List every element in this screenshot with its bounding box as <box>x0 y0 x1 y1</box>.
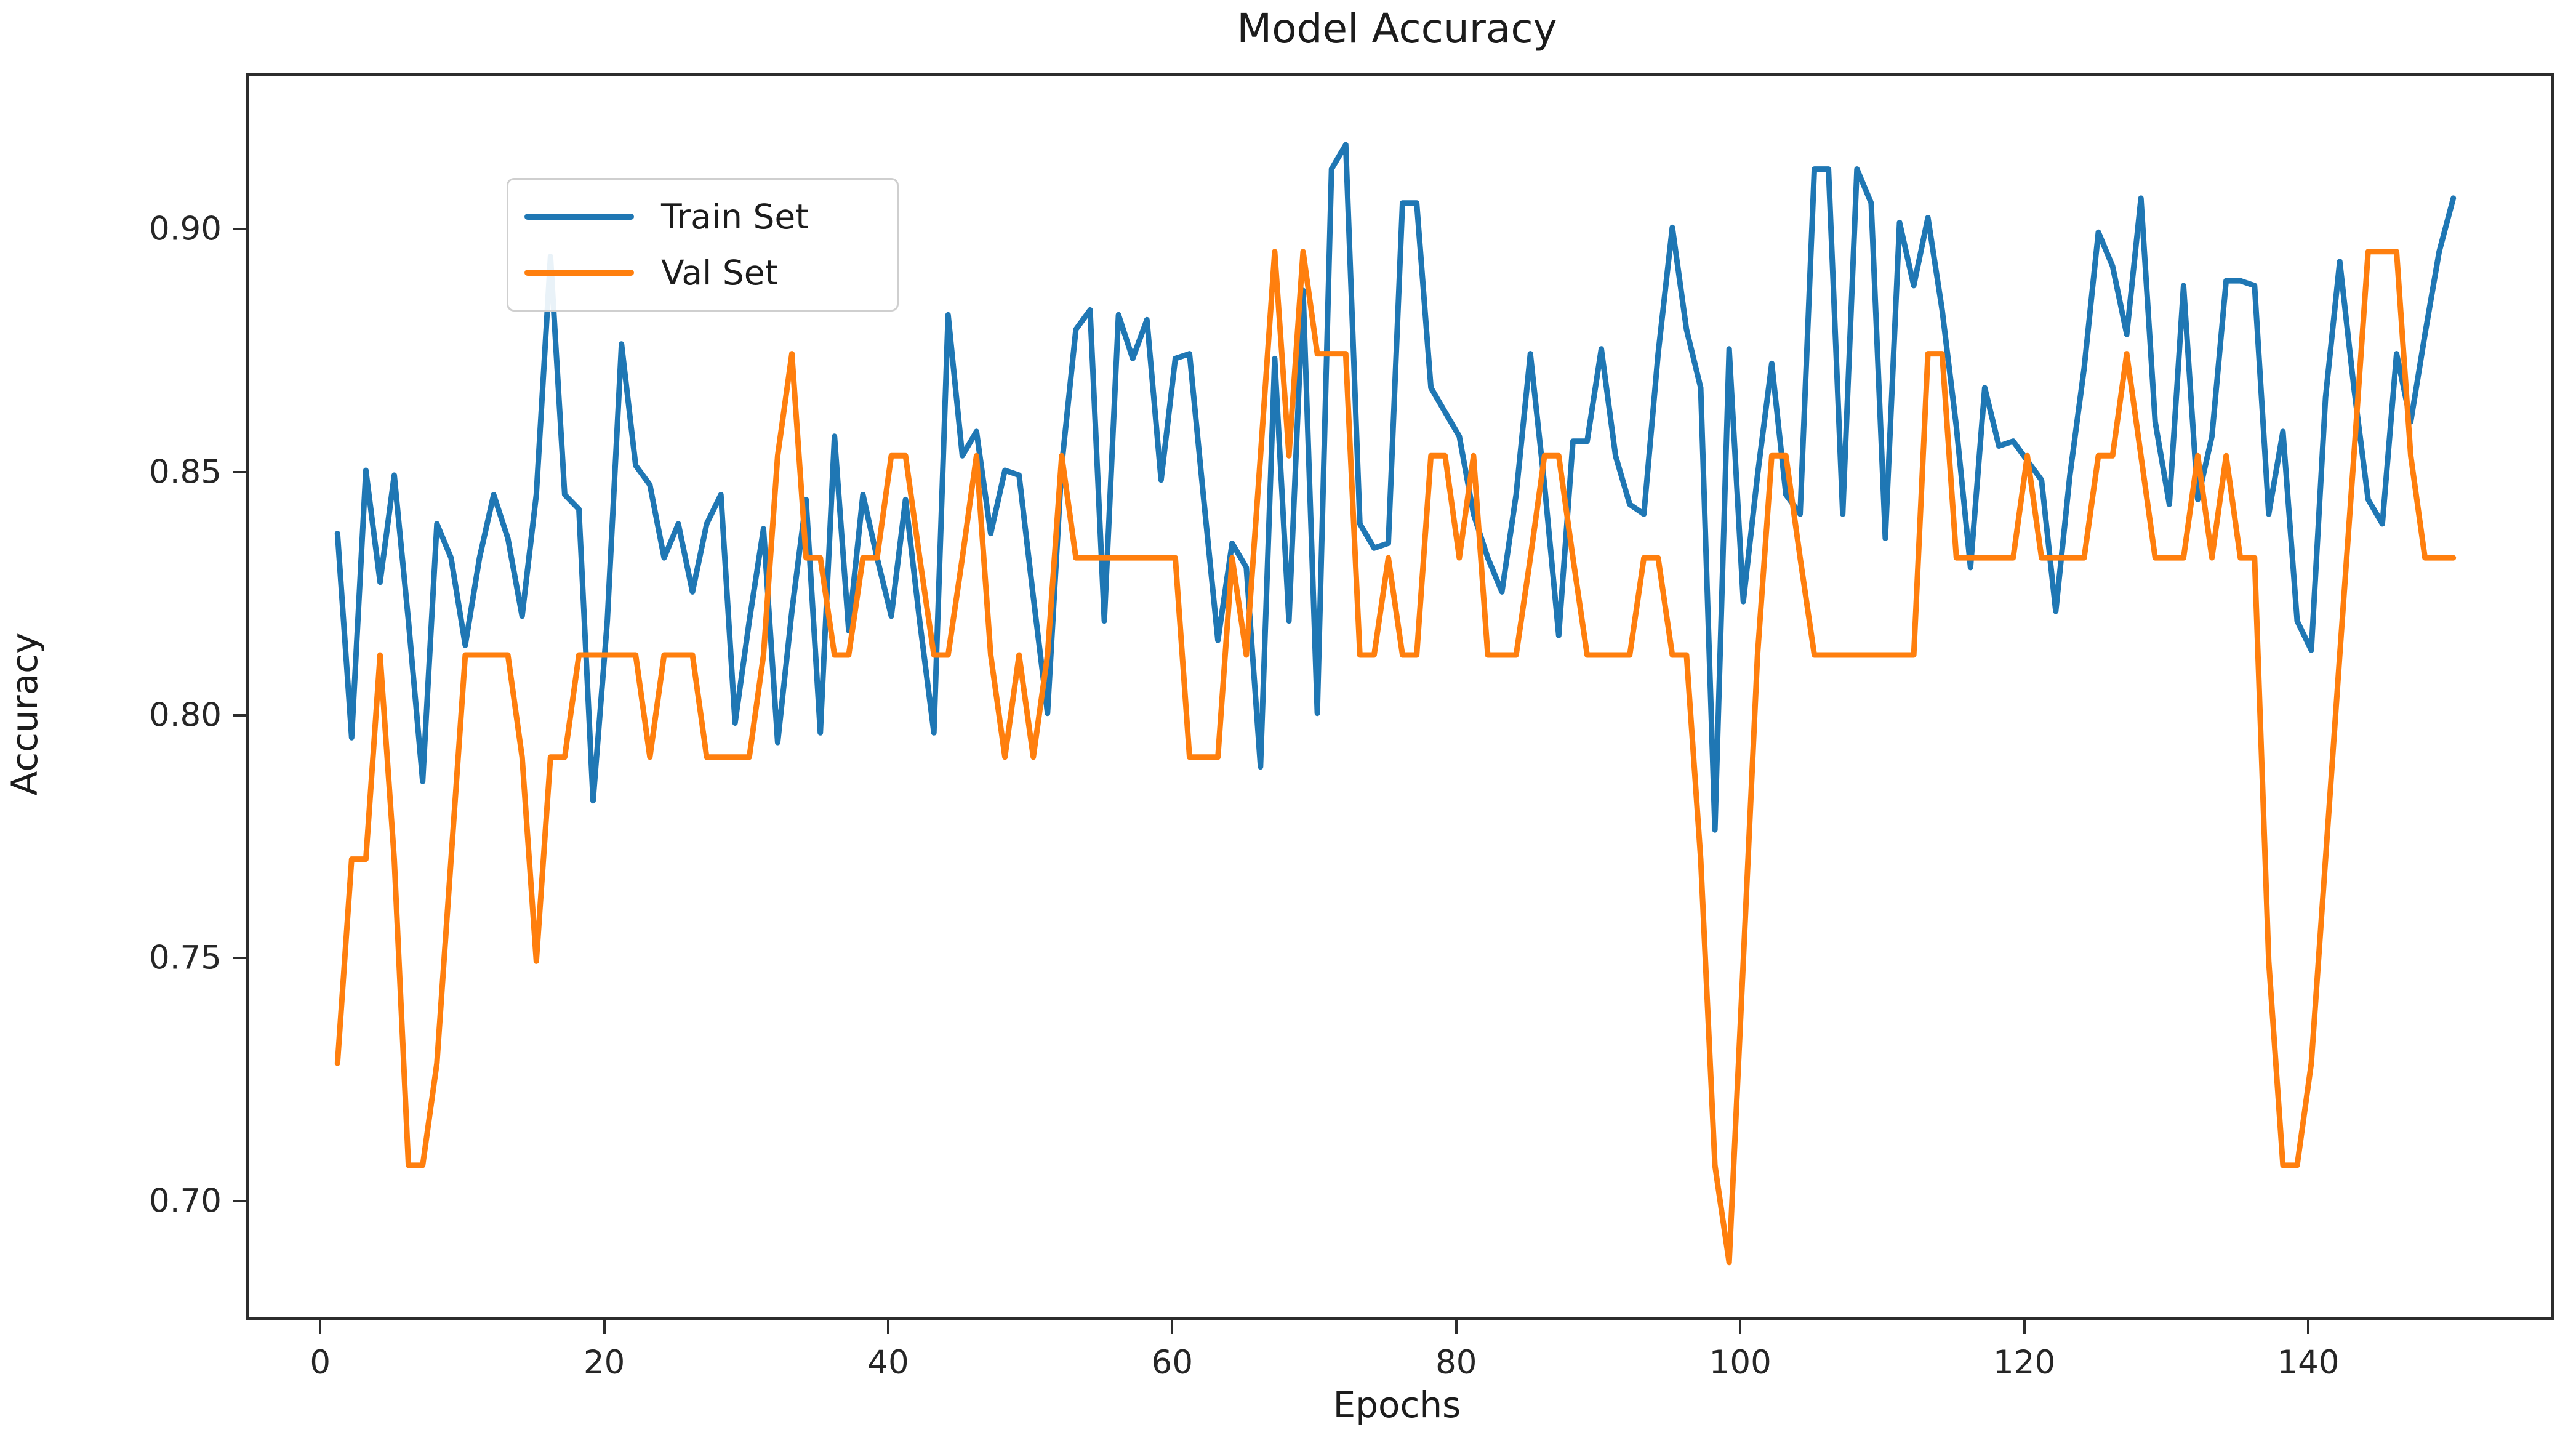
y-tick-label: 0.85 <box>148 453 222 491</box>
x-tick-label: 100 <box>1709 1344 1772 1381</box>
val-set-line <box>334 249 2457 1266</box>
legend-item-val-set: Val Set <box>508 253 897 292</box>
legend-label-val-set: Val Set <box>661 253 779 293</box>
x-tick-mark <box>2023 1320 2026 1334</box>
train-set-line <box>334 142 2457 833</box>
x-tick-label: 60 <box>1151 1344 1194 1381</box>
y-tick-label: 0.90 <box>148 210 222 248</box>
y-tick-mark <box>233 713 246 717</box>
x-tick-label: 80 <box>1435 1344 1477 1381</box>
y-tick-mark <box>233 470 246 473</box>
x-tick-label: 0 <box>310 1344 331 1381</box>
y-tick-label: 0.80 <box>148 696 222 734</box>
val-set-line-swatch <box>524 270 634 276</box>
x-tick-mark <box>1455 1320 1458 1334</box>
plot-lines-svg <box>334 142 2457 1266</box>
legend: Train Set Val Set <box>507 178 899 312</box>
x-tick-mark <box>319 1320 322 1334</box>
y-tick-label: 0.70 <box>148 1182 222 1220</box>
y-tick-mark <box>233 1200 246 1203</box>
x-tick-mark <box>887 1320 889 1334</box>
legend-item-train-set: Train Set <box>508 197 897 236</box>
chart-title: Model Accuracy <box>1237 5 1557 52</box>
x-tick-label: 140 <box>2277 1344 2340 1381</box>
legend-label-train-set: Train Set <box>661 196 809 236</box>
x-tick-mark <box>603 1320 606 1334</box>
x-tick-mark <box>1739 1320 1742 1334</box>
x-tick-label: 40 <box>867 1344 909 1381</box>
train-set-line-swatch <box>524 213 634 220</box>
y-axis-label: Accuracy <box>4 632 46 796</box>
x-tick-mark <box>2307 1320 2310 1334</box>
plot-area: Train Set Val Set <box>246 73 2554 1320</box>
y-tick-label: 0.75 <box>148 939 222 977</box>
x-tick-mark <box>1171 1320 1174 1334</box>
y-tick-mark <box>233 228 246 231</box>
x-tick-label: 120 <box>1993 1344 2056 1381</box>
x-tick-label: 20 <box>583 1344 625 1381</box>
y-tick-mark <box>233 957 246 960</box>
x-axis-label: Epochs <box>1333 1384 1461 1426</box>
